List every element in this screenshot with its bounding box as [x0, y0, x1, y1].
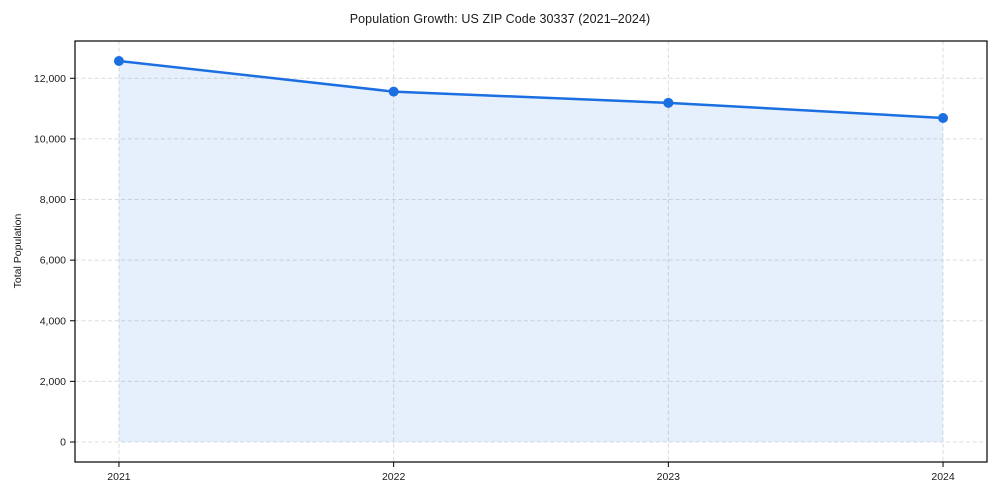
x-tick-label: 2023: [657, 471, 681, 483]
data-point: [938, 112, 949, 123]
x-tick-label: 2024: [931, 471, 955, 483]
y-tick-label: 0: [60, 436, 66, 448]
y-tick-label: 2,000: [40, 376, 66, 388]
series-line: [117, 59, 945, 120]
area-fill: [118, 61, 944, 442]
x-tick-label: 2021: [107, 471, 131, 483]
y-tick-label: 8,000: [40, 194, 66, 206]
axis-ticks: [70, 77, 944, 467]
data-point: [388, 86, 399, 97]
y-tick-label: 6,000: [40, 255, 66, 267]
x-tick-label: 2022: [382, 471, 406, 483]
chart-title: Population Growth: US ZIP Code 30337 (20…: [349, 12, 651, 26]
data-point: [113, 56, 124, 67]
y-tick-label: 12,000: [34, 73, 66, 85]
data-points: [113, 56, 949, 123]
gridlines: [75, 41, 987, 462]
axis-tick-labels: 0 2,000 4,000 6,000 8,000 10,000 12,000 2021 202…: [34, 73, 955, 483]
y-tick-label: 10,000: [34, 133, 66, 145]
data-point: [663, 97, 674, 108]
plot-border: [74, 40, 988, 463]
y-tick-label: 4,000: [40, 315, 66, 327]
